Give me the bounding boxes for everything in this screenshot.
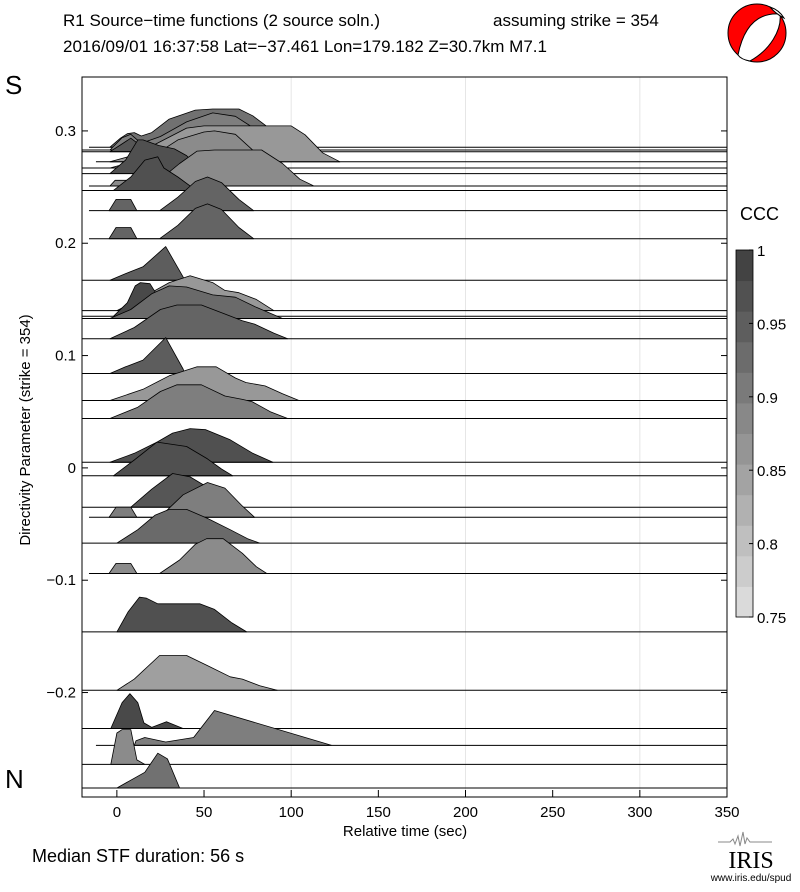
stf-area [133,710,332,746]
x-tick-label: 200 [453,804,478,821]
colorbar-band [736,525,753,557]
x-tick-label: 300 [627,804,652,821]
stf-area [108,482,256,518]
south-label: S [5,70,22,100]
stf-trace [88,538,727,574]
colorbar-title: CCC [740,204,779,224]
colorbar-tick-label: 0.95 [757,316,786,333]
y-tick-label: 0.2 [55,235,76,252]
stf-area [108,176,255,212]
stf-trace [82,693,727,729]
colorbar-tick-label: 0.8 [757,537,778,554]
y-tick-label: 0.1 [55,348,76,365]
colorbar-tick-label: 1 [757,243,765,260]
colorbar-band [736,402,753,434]
colorbar-band [736,494,753,526]
stf-area [110,729,146,765]
stf-area [109,304,289,340]
colorbar-band [736,464,753,496]
x-tick-label: 250 [540,804,565,821]
iris-logo: IRIS www.iris.edu/spud [710,831,792,884]
strike-note: assuming strike = 354 [493,11,659,30]
colorbar-tick-label: 0.75 [757,610,786,627]
stf-area [108,538,268,574]
stf-area [109,285,283,319]
y-tick-label: 0 [68,460,76,477]
stf-trace [95,710,727,746]
stf-trace [82,246,727,281]
colorbar: 1 0.95 0.9 0.85 0.8 0.75 [735,243,786,627]
trace-stack [82,108,727,789]
x-tick-label: 150 [366,804,391,821]
x-tick-label: 0 [113,804,121,821]
colorbar-band [736,311,753,343]
y-axis-label: Directivity Parameter (strike = 354) [17,314,34,545]
stf-trace [88,203,727,240]
colorbar-band [736,372,753,404]
colorbar-tick-label: 0.85 [757,463,786,480]
plot-frame [81,76,728,798]
iris-logo-text: IRIS [728,848,773,874]
iris-url: www.iris.edu/spud [710,873,792,884]
y-tick-label: −0.1 [46,572,76,589]
x-tick-label: 50 [196,804,213,821]
stf-trace [82,596,727,633]
stf-trace [82,508,727,544]
stf-trace [82,752,727,789]
colorbar-band [736,586,753,618]
stf-area [109,337,186,374]
colorbar-band [736,250,753,282]
stf-trace [82,655,727,691]
colorbar-band [736,280,753,312]
stf-area [109,366,300,401]
stf-area [116,596,248,633]
colorbar-band [736,555,753,587]
axis-ticks: 0 50 100 150 200 250 300 350 0.3 0.2 0.1 0 −0.1 −0.2 [46,123,739,821]
stf-trace [82,384,727,419]
colorbar-band [736,341,753,373]
stf-area [109,246,186,281]
stf-area [116,655,278,691]
x-tick-label: 100 [279,804,304,821]
stf-area [110,693,184,729]
stf-trace [82,441,727,477]
north-label: N [5,764,24,794]
median-duration: Median STF duration: 56 s [32,846,244,866]
y-tick-label: −0.2 [46,685,76,702]
stf-trace [82,729,727,765]
stf-area [116,508,261,544]
stf-trace [82,304,727,340]
chart-title: R1 Source−time functions (2 source soln.… [63,11,380,30]
stf-area [113,441,234,477]
beachball-icon [727,3,787,63]
colorbar-frame [735,249,754,618]
x-grid [290,77,641,797]
x-tick-label: 350 [714,804,739,821]
y-tick-label: 0.3 [55,123,76,140]
stf-area [108,203,255,240]
stf-area [109,384,289,419]
colorbar-tick-label: 0.9 [757,390,778,407]
colorbar-band [736,433,753,465]
stf-trace [82,337,727,375]
x-axis-label: Relative time (sec) [343,823,467,840]
event-info: 2016/09/01 16:37:58 Lat=−37.461 Lon=179.… [63,37,547,56]
